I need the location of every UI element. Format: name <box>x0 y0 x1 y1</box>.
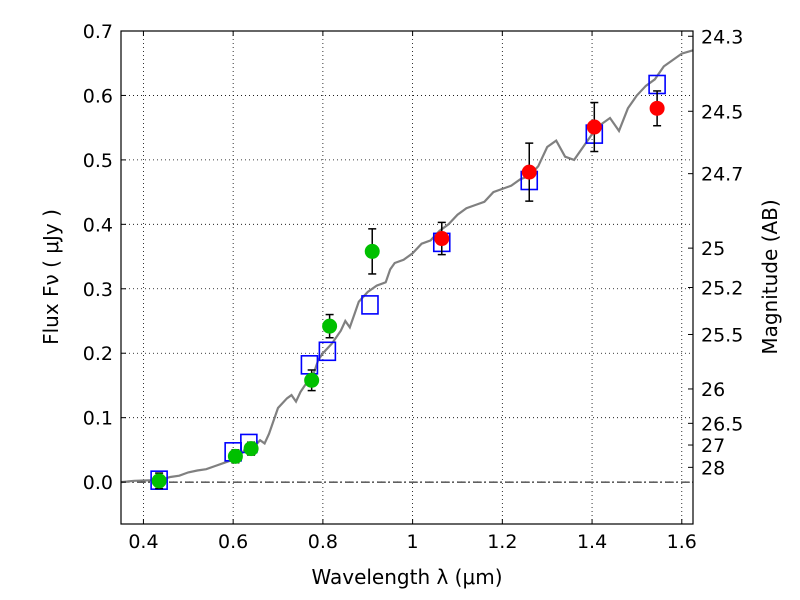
y-tick-label: 0.4 <box>83 214 113 236</box>
observed-flux-point <box>304 372 320 388</box>
x-tick-label: 1.2 <box>487 531 517 553</box>
observed-flux-point <box>586 119 602 135</box>
y-tick-label: 0.5 <box>83 150 113 172</box>
y2-tick-label: 26 <box>701 379 725 401</box>
y2-tick-label: 28 <box>701 457 725 479</box>
x-axis-title: Wavelength λ (μm) <box>311 565 502 589</box>
observed-flux-point <box>151 473 167 489</box>
y-tick-label: 0.6 <box>83 85 113 107</box>
model-photometry-square <box>361 295 379 315</box>
y-tick-label: 0.7 <box>83 21 113 43</box>
y2-tick-label: 26.5 <box>701 413 743 435</box>
plot-area <box>120 30 694 525</box>
x-tick-label: 1 <box>407 531 419 553</box>
x-tick-label: 0.8 <box>308 531 338 553</box>
y-axis-title: Flux Fν ( μJy ) <box>39 209 63 345</box>
y2-tick-label: 24.7 <box>701 164 743 186</box>
observed-flux-point <box>521 164 537 180</box>
x-axis: 0.4 0.6 0.8 1 1.2 1.4 1.6 <box>128 31 697 553</box>
y-axis: 0.0 0.1 0.2 0.3 0.4 0.5 0.6 0.7 <box>83 21 126 494</box>
model-photometry-square <box>318 341 337 362</box>
y2-tick-label: 24.5 <box>701 101 743 123</box>
y-tick-label: 0.3 <box>83 279 113 301</box>
plot-frame <box>121 31 693 524</box>
x-tick-label: 1.4 <box>577 531 607 553</box>
x-tick-label: 0.6 <box>218 531 248 553</box>
x-tick-label: 0.4 <box>128 531 158 553</box>
y2-tick-label: 25.2 <box>701 277 743 299</box>
x-tick-label: 1.6 <box>667 531 697 553</box>
y-tick-label: 0.1 <box>83 408 113 430</box>
y2-axis-title: Magnitude (AB) <box>758 199 782 354</box>
y2-tick-label: 25 <box>701 238 725 260</box>
series-layer <box>120 49 694 490</box>
y-tick-label: 0.0 <box>83 472 113 494</box>
plot-border <box>120 30 694 525</box>
observed-flux-point <box>434 231 450 247</box>
observed-flux-point <box>227 448 243 464</box>
y-tick-label: 0.2 <box>83 343 113 365</box>
y2-tick-label: 27 <box>701 435 725 457</box>
y2-tick-label: 25.5 <box>701 324 743 346</box>
observed-flux-point <box>243 441 259 457</box>
observed-flux-point <box>649 100 665 116</box>
observed-flux-point <box>364 243 380 259</box>
observed-flux-point <box>322 318 338 334</box>
y2-tick-label: 24.3 <box>701 26 743 48</box>
